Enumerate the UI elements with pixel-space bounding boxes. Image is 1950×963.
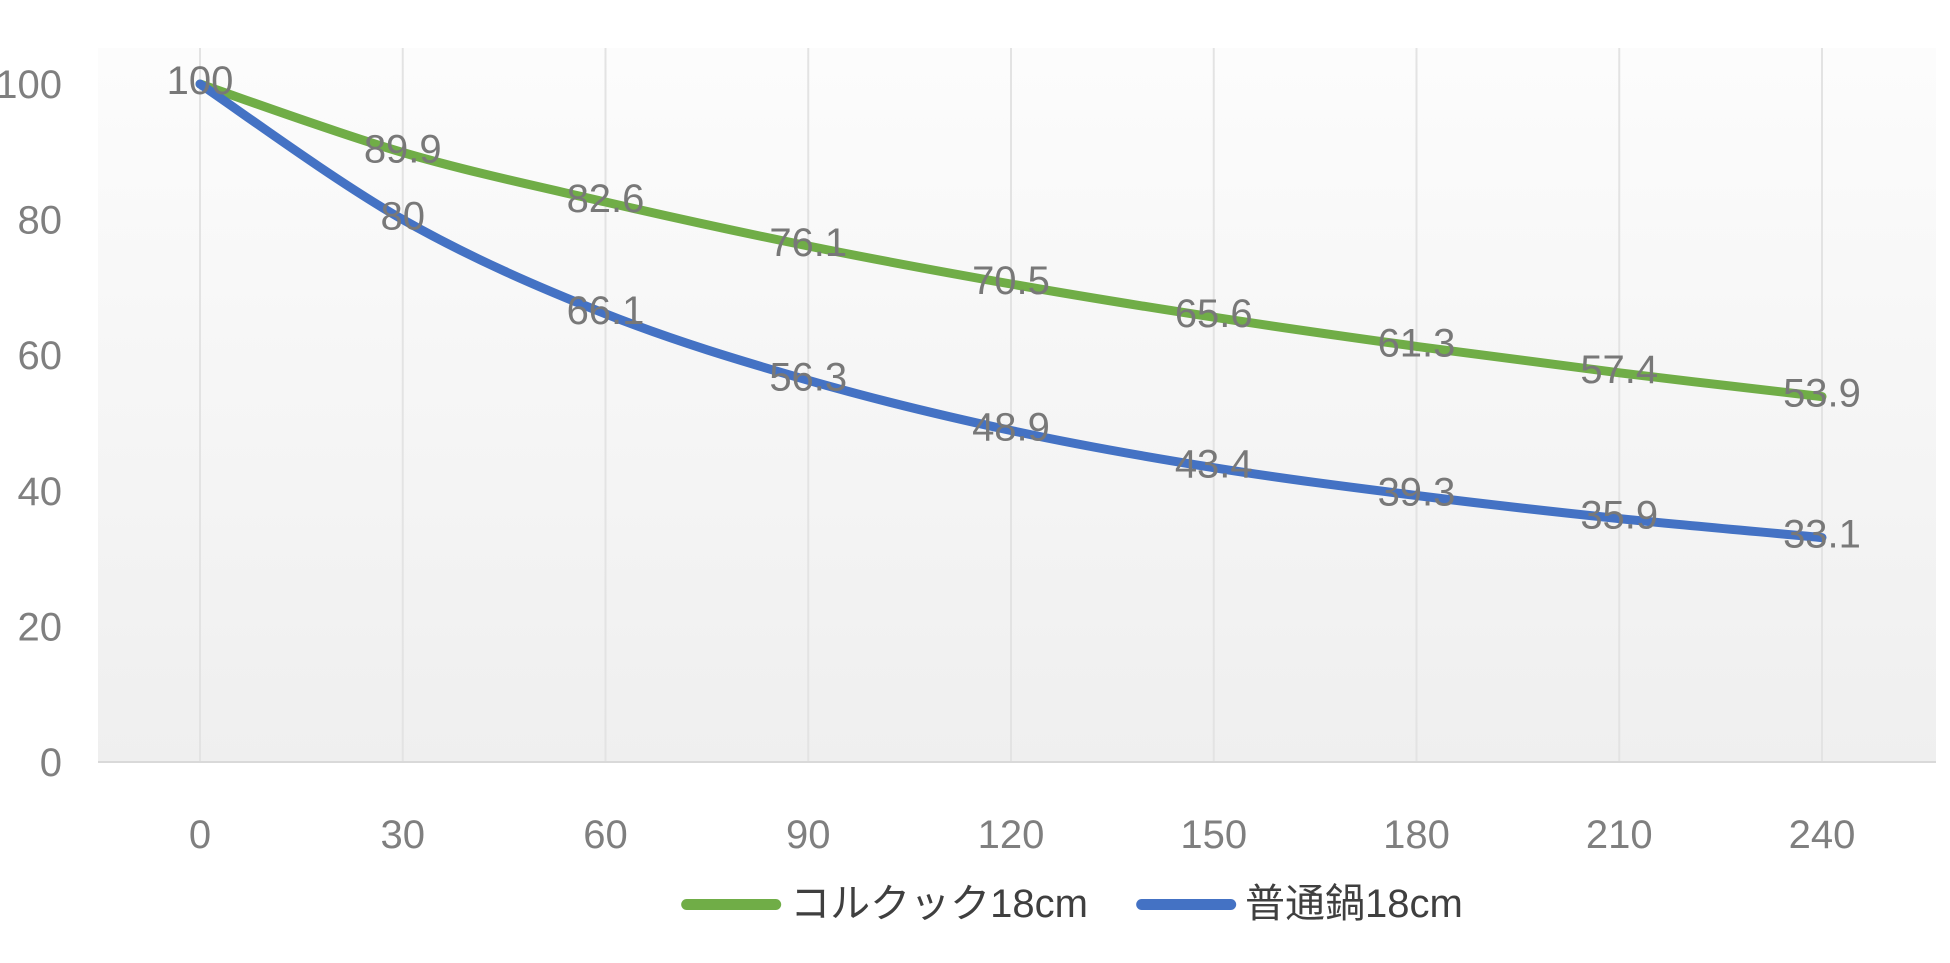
data-label: 33.1	[1783, 513, 1861, 557]
data-label: 43.4	[1175, 443, 1253, 487]
data-label: 65.6	[1175, 292, 1253, 336]
plot-background	[98, 48, 1936, 762]
series-line-corkcook-18cm	[195, 79, 1827, 402]
legend-label-regular-pot-18cm: 普通鍋18cm	[1245, 882, 1463, 926]
y-tick-label: 100	[0, 63, 62, 107]
data-label: 56.3	[769, 355, 847, 399]
y-tick-label: 40	[18, 470, 63, 514]
data-label: 100	[167, 59, 234, 103]
data-label: 89.9	[364, 127, 442, 171]
data-label: 35.9	[1580, 494, 1658, 538]
x-tick-label: 210	[1586, 813, 1653, 857]
series-swatch-corkcook-18cm	[681, 898, 782, 910]
series-line-regular-pot-18cm	[195, 79, 1827, 543]
data-label: 70.5	[972, 259, 1050, 303]
data-label: 66.1	[567, 289, 645, 333]
x-tick-label: 30	[381, 813, 426, 857]
x-tick-label: 120	[978, 813, 1045, 857]
y-tick-label: 0	[40, 741, 62, 785]
series-swatch-regular-pot-18cm	[1136, 898, 1236, 910]
x-tick-label: 60	[583, 813, 628, 857]
data-label: 80	[381, 195, 426, 239]
x-tick-label: 240	[1789, 813, 1856, 857]
y-tick-label: 80	[18, 199, 63, 243]
data-label: 48.9	[972, 405, 1050, 449]
x-tick-label: 90	[786, 813, 831, 857]
chart-legend: コルクック18cm 普通鍋18cm	[681, 884, 1463, 924]
data-label: 61.3	[1378, 321, 1456, 365]
data-label: 82.6	[567, 177, 645, 221]
x-tick-label: 150	[1180, 813, 1247, 857]
legend-item-regular-pot-18cm: 普通鍋18cm	[1136, 884, 1463, 924]
data-label: 39.3	[1378, 471, 1456, 515]
legend-item-corkcook-18cm: コルクック18cm	[681, 884, 1088, 924]
y-tick-label: 20	[18, 605, 63, 649]
legend-label-corkcook-18cm: コルクック18cm	[790, 882, 1088, 926]
x-tick-label: 180	[1383, 813, 1450, 857]
y-tick-label: 60	[18, 334, 63, 378]
x-tick-label: 0	[189, 813, 211, 857]
data-label: 76.1	[769, 221, 847, 265]
data-label: 57.4	[1580, 348, 1658, 392]
data-label: 53.9	[1783, 372, 1861, 416]
